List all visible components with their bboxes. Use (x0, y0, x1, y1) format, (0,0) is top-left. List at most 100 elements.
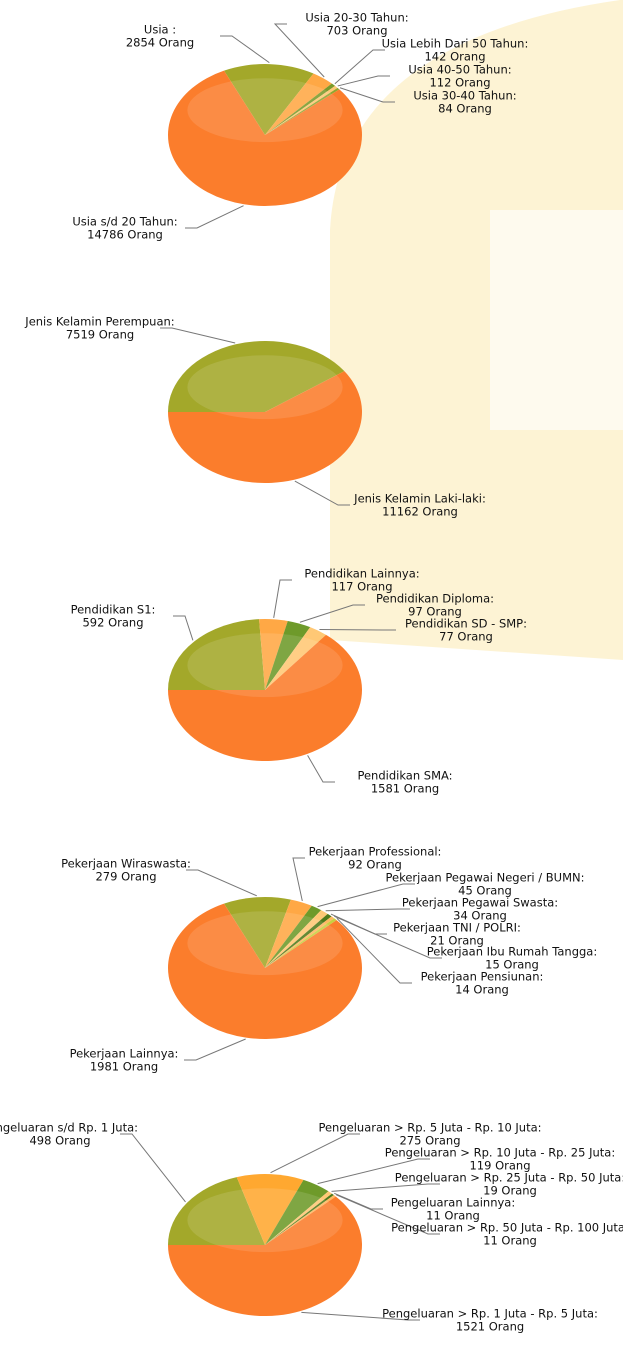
slice-value-label: 119 Orang (469, 1159, 530, 1173)
leader-line (294, 480, 350, 506)
slice-label: Pengeluaran > Rp. 50 Juta - Rp. 100 Juta… (391, 1221, 623, 1235)
leader-line (337, 75, 390, 87)
slice-value-label: 77 Orang (439, 630, 493, 644)
slice-label: Pendidikan Diploma: (376, 592, 494, 606)
pie-slice (168, 903, 363, 1039)
slice-label: Usia s/d 20 Tahun: (72, 215, 177, 229)
slice-label: Pendidikan SD - SMP: (405, 617, 527, 631)
pie-slice (265, 899, 312, 968)
leader-line (331, 1183, 440, 1192)
watermark-panel (490, 210, 623, 430)
watermark (330, 0, 623, 660)
pie-chart: Pekerjaan Wiraswasta:279 Orang Pekerjaan … (61, 845, 597, 1074)
slice-label: Pekerjaan Pegawai Negeri / BUMN: (385, 871, 584, 885)
pie-slice (265, 620, 311, 690)
pie-slice (168, 1196, 362, 1316)
leader-line (325, 908, 410, 912)
pie-chart: Pengeluaran s/d Rp. 1 Juta:498 Orang Peng… (0, 1121, 623, 1334)
pie-slice (168, 1177, 265, 1245)
slice-label: Jenis Kelamin Perempuan: (24, 315, 174, 329)
pie-slice (265, 910, 328, 968)
slice-label: Pekerjaan Ibu Rumah Tangga: (427, 945, 597, 959)
leader-line (184, 1038, 246, 1061)
leader-line (317, 1158, 430, 1185)
pie-slice (265, 918, 337, 968)
pie-gloss (187, 633, 343, 698)
leader-line (273, 579, 292, 618)
pie-slice (265, 905, 322, 968)
slice-value-label: 7519 Orang (66, 328, 134, 342)
pie-chart: Jenis Kelamin Perempuan:7519 Orang Jenis … (24, 315, 486, 519)
leader-line (339, 87, 395, 103)
pie-slice (265, 83, 336, 135)
leader-line (336, 917, 412, 984)
pie-gloss (187, 78, 343, 143)
slice-label: Pekerjaan Pensiunan: (421, 970, 544, 984)
pie-gloss (187, 911, 343, 976)
slice-value-label: 498 Orang (29, 1134, 90, 1148)
pie-slice (168, 634, 362, 761)
slice-label: Jenis Kelamin Laki-laki: (353, 492, 486, 506)
pie-slice (265, 1191, 332, 1245)
pie-slice (265, 1195, 336, 1245)
slice-value-label: 11162 Orang (382, 505, 458, 519)
slice-value-label: 21 Orang (430, 934, 484, 948)
leader-line (120, 1133, 186, 1203)
slice-value-label: 275 Orang (399, 1134, 460, 1148)
slice-value-label: 2854 Orang (126, 36, 194, 50)
pie-slice (265, 627, 327, 690)
pie-chart: Usia :2854 Orang Usia 20-30 Tahun:703 Ora… (72, 11, 528, 242)
pie-slice (168, 619, 265, 690)
leader-line (173, 615, 194, 641)
leader-line (273, 23, 325, 78)
slice-value-label: 142 Orang (424, 50, 485, 64)
slice-label: Pekerjaan Pegawai Swasta: (402, 896, 558, 910)
slice-label: Pekerjaan Lainnya: (70, 1047, 179, 1061)
slice-value-label: 14786 Orang (87, 228, 163, 242)
leader-line (186, 869, 257, 897)
slice-value-label: 45 Orang (458, 884, 512, 898)
slice-value-label: 97 Orang (408, 605, 462, 619)
slice-value-label: 84 Orang (438, 102, 492, 116)
leader-line (334, 1192, 383, 1210)
slice-value-label: 11 Orang (426, 1209, 480, 1223)
slice-label: Usia : (144, 23, 176, 37)
pie-slice (168, 341, 345, 412)
leader-line (220, 35, 270, 64)
slice-value-label: 117 Orang (331, 580, 392, 594)
pie-slice (265, 85, 338, 135)
leader-line (301, 1311, 420, 1321)
slice-value-label: 11 Orang (483, 1234, 537, 1248)
slice-label: Usia 30-40 Tahun: (413, 89, 516, 103)
slice-label: Pendidikan SMA: (357, 769, 452, 783)
slice-value-label: 1581 Orang (371, 782, 439, 796)
slice-value-label: 703 Orang (326, 24, 387, 38)
slice-label: Pengeluaran > Rp. 1 Juta - Rp. 5 Juta: (382, 1307, 598, 1321)
slice-value-label: 34 Orang (453, 909, 507, 923)
pie-slice (265, 73, 332, 135)
pie-slice (265, 916, 335, 968)
leader-line (292, 857, 305, 902)
slice-value-label: 14 Orang (455, 983, 509, 997)
slice-label: Pengeluaran > Rp. 10 Juta - Rp. 25 Juta: (385, 1146, 615, 1160)
pie-gloss (187, 355, 343, 420)
pie-slice (167, 70, 362, 207)
pie-slice (265, 87, 340, 135)
pie-slice (265, 1179, 329, 1245)
slice-label: Pengeluaran s/d Rp. 1 Juta: (0, 1121, 138, 1135)
slice-value-label: 92 Orang (348, 858, 402, 872)
pie-slice (224, 64, 314, 135)
leader-line (160, 327, 236, 344)
slice-value-label: 19 Orang (483, 1184, 537, 1198)
charts: Usia :2854 Orang Usia 20-30 Tahun:703 Ora… (0, 11, 623, 1334)
leader-line (334, 49, 385, 85)
slice-label: Pengeluaran > Rp. 25 Juta - Rp. 50 Juta: (395, 1171, 623, 1185)
slice-label: Pekerjaan TNI / POLRI: (393, 921, 521, 935)
slice-value-label: 592 Orang (82, 616, 143, 630)
slice-value-label: 112 Orang (429, 76, 490, 90)
pie-slice (236, 1174, 304, 1245)
slice-label: Pengeluaran > Rp. 5 Juta - Rp. 10 Juta: (318, 1121, 541, 1135)
leader-line (307, 755, 335, 783)
pie-gloss (187, 1188, 343, 1253)
